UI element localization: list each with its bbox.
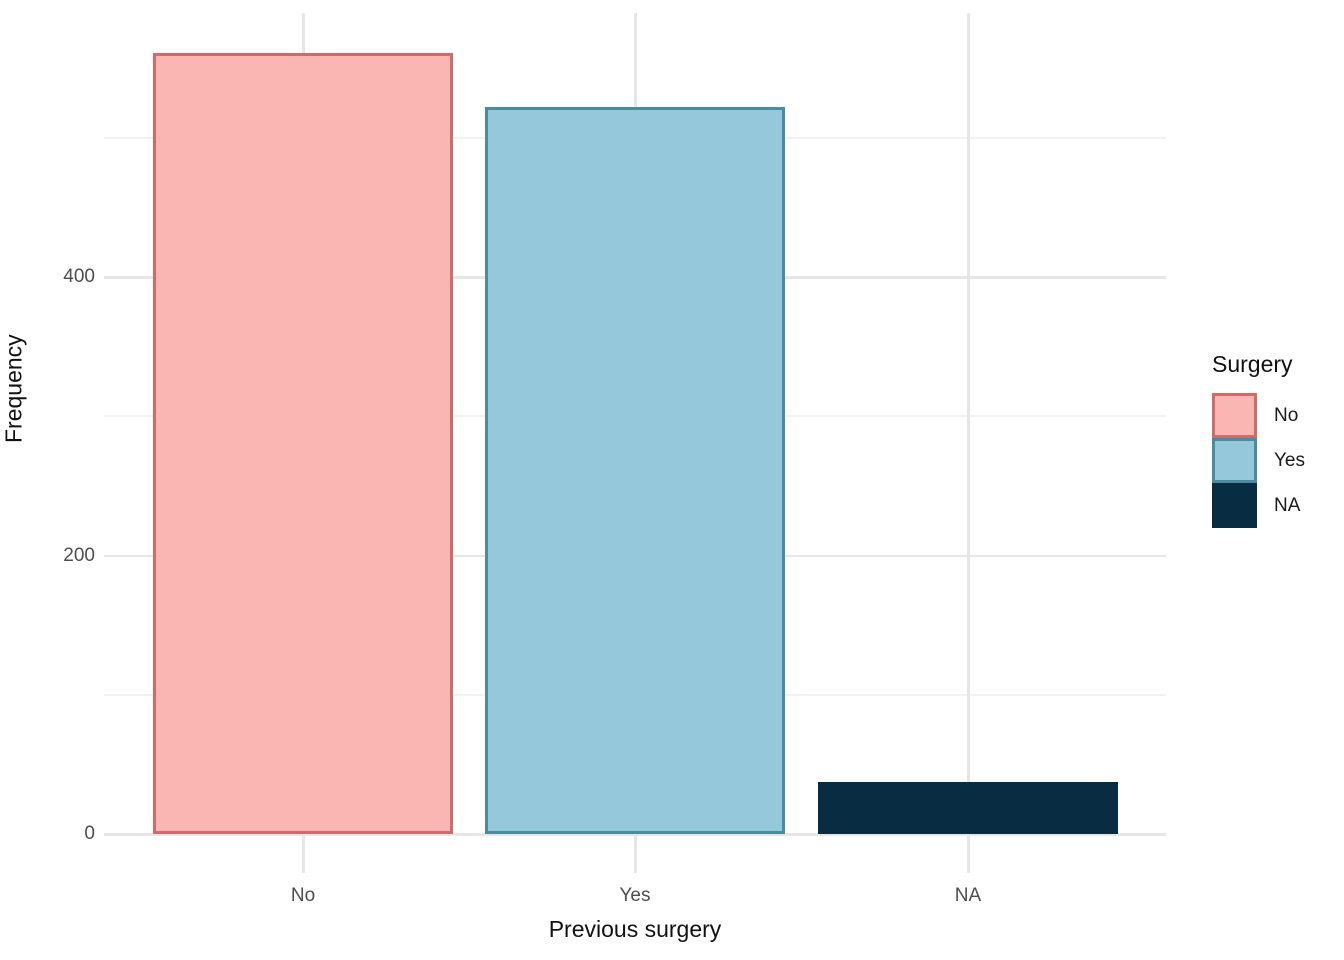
legend-label-na: NA <box>1274 494 1301 516</box>
bar-yes <box>485 107 785 834</box>
x-axis-title: Previous surgery <box>548 916 722 942</box>
gridline-major-x-NA <box>966 13 970 873</box>
x-tick-label-no: No <box>290 885 316 906</box>
x-tick-label-yes: Yes <box>619 885 651 906</box>
legend-item-yes: Yes <box>1212 438 1305 483</box>
legend-item-no: No <box>1212 393 1305 438</box>
plot-panel <box>104 13 1166 873</box>
y-tick-label-200: 200 <box>63 544 95 566</box>
legend-item-na: NA <box>1212 483 1305 528</box>
legend: Surgery No Yes NA <box>1212 351 1305 528</box>
bar-no <box>153 52 453 834</box>
y-tick-label-400: 400 <box>63 266 95 287</box>
legend-swatch-yes <box>1212 438 1257 483</box>
legend-swatch-no <box>1212 393 1257 438</box>
y-tick-label-0: 0 <box>84 823 95 844</box>
y-axis-title-text: Frequency <box>0 334 27 443</box>
legend-swatch-na <box>1212 483 1257 528</box>
legend-label-no: No <box>1274 404 1299 426</box>
legend-label-yes: Yes <box>1274 449 1305 471</box>
x-tick-label-na: NA <box>954 885 982 906</box>
bar-na <box>818 782 1118 834</box>
legend-title: Surgery <box>1212 351 1293 377</box>
